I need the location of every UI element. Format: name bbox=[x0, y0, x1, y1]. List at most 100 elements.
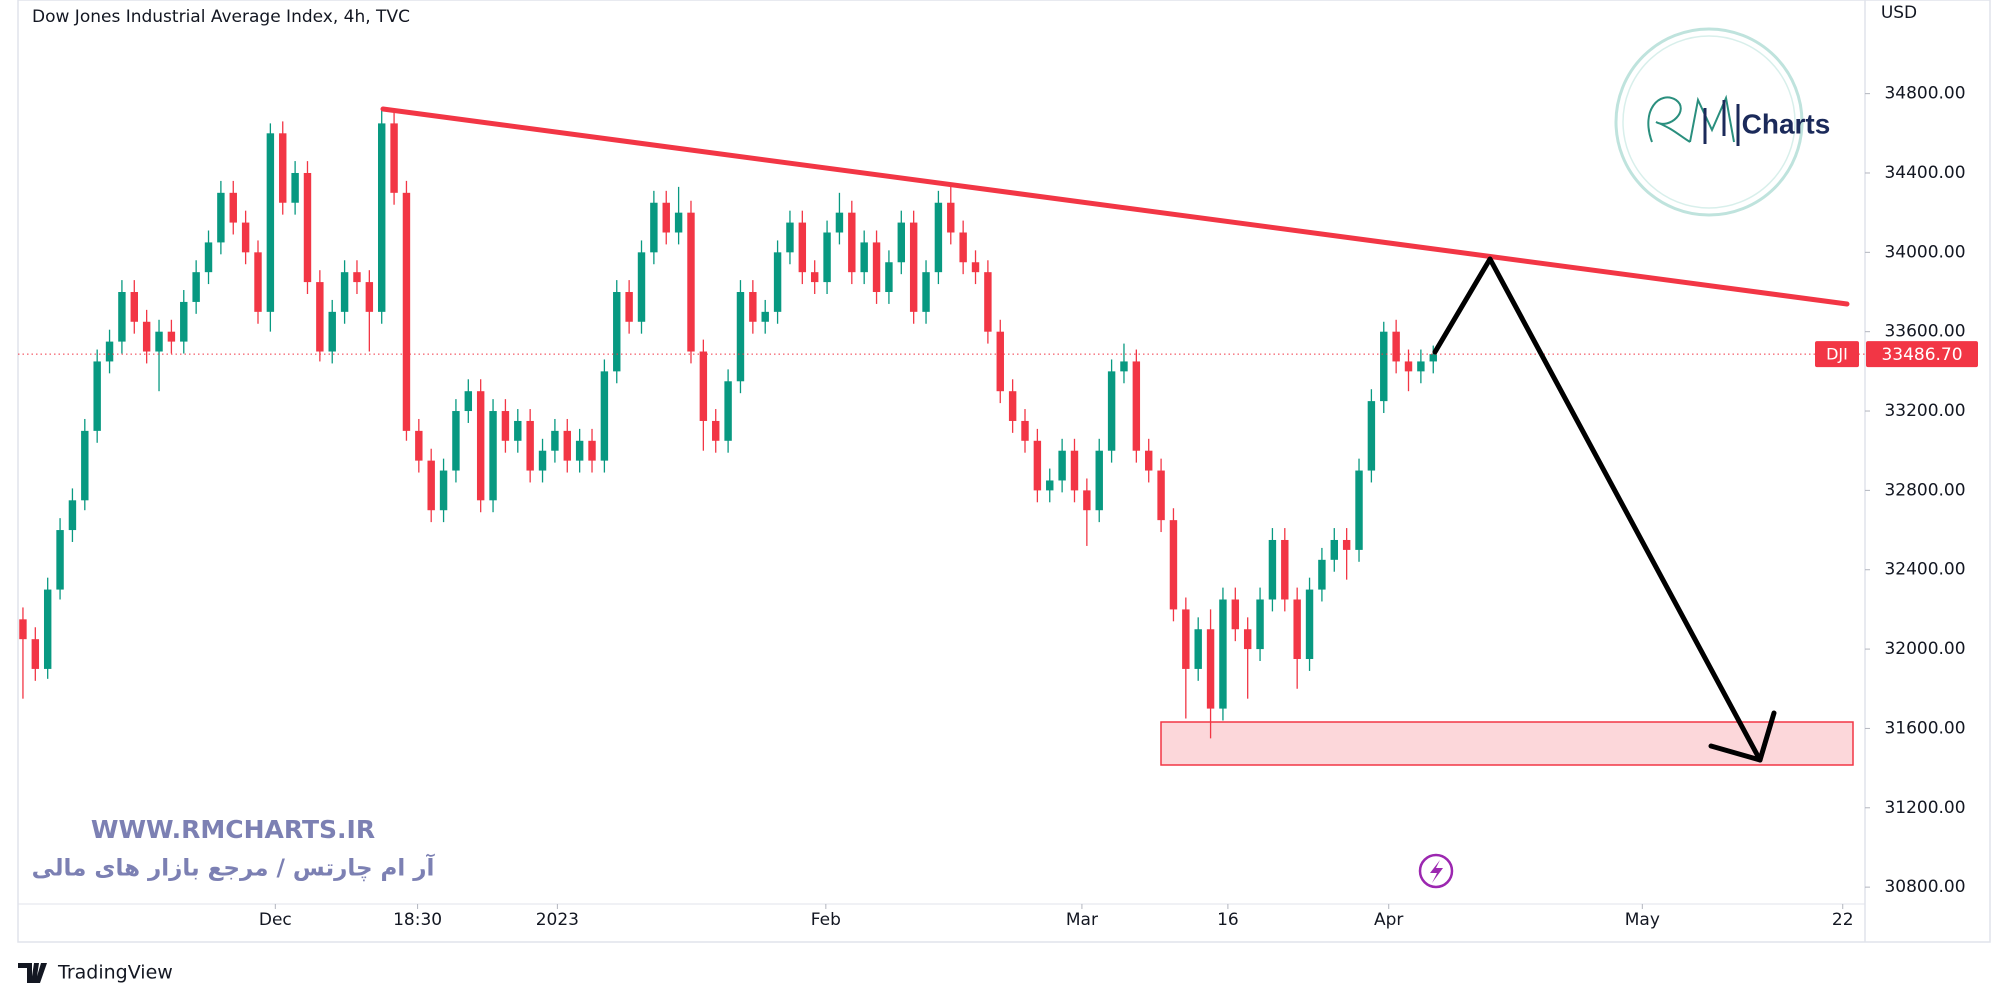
candle-body bbox=[897, 222, 906, 263]
brand-icon[interactable] bbox=[18, 963, 47, 983]
y-tick-label: 33600.00 bbox=[1884, 322, 1965, 342]
watermark-url: WWW.RMCHARTS.IR bbox=[91, 815, 375, 844]
candle-body bbox=[452, 411, 460, 471]
logo-ring bbox=[1614, 27, 1804, 217]
candle-body bbox=[823, 232, 831, 283]
candle-body bbox=[1194, 629, 1202, 669]
candle-body bbox=[909, 222, 918, 312]
candle-body bbox=[1021, 420, 1029, 441]
candle-body bbox=[1157, 470, 1165, 521]
y-tick-label: 33200.00 bbox=[1884, 401, 1965, 421]
candle-body bbox=[600, 371, 609, 461]
y-tick-label: 34400.00 bbox=[1884, 163, 1965, 183]
candle-body bbox=[699, 351, 708, 421]
candle-body bbox=[922, 272, 930, 312]
candle-body bbox=[947, 202, 955, 233]
candle-body bbox=[971, 262, 980, 273]
candle-body bbox=[229, 192, 237, 223]
candle-body bbox=[538, 450, 547, 471]
logo-text: Charts bbox=[1742, 108, 1831, 139]
candle-body bbox=[1305, 589, 1314, 660]
candle-body bbox=[415, 430, 423, 461]
candle-body bbox=[786, 222, 794, 253]
candle-body bbox=[1367, 401, 1376, 471]
lightning-icon[interactable] bbox=[1418, 853, 1454, 889]
candle-body bbox=[19, 619, 27, 640]
candle-body bbox=[93, 361, 101, 431]
candle-body bbox=[563, 430, 571, 461]
candle-body bbox=[402, 192, 411, 431]
candle-body bbox=[835, 212, 844, 233]
candle-body bbox=[885, 262, 893, 293]
candle-body bbox=[489, 411, 497, 501]
candle-body bbox=[1380, 331, 1388, 402]
candle-body bbox=[1243, 629, 1252, 650]
candle-body bbox=[303, 172, 312, 283]
currency-label: USD bbox=[1881, 3, 1917, 23]
candle-body bbox=[43, 589, 52, 669]
candle-body bbox=[662, 202, 670, 233]
candle-body bbox=[155, 331, 163, 352]
x-tick-label: Dec bbox=[259, 910, 292, 930]
candle-body bbox=[1417, 361, 1425, 372]
candle-body bbox=[105, 341, 114, 362]
candle-body bbox=[1083, 490, 1091, 511]
candles bbox=[18, 109, 1865, 739]
candle-body bbox=[1058, 450, 1066, 481]
symbol-tag bbox=[1815, 341, 1859, 368]
candle-body bbox=[575, 440, 584, 461]
candle-body bbox=[749, 292, 757, 322]
candle-body bbox=[365, 282, 374, 312]
candle-body bbox=[192, 272, 200, 302]
support-zone bbox=[1160, 721, 1854, 766]
candle-body bbox=[130, 292, 138, 322]
candle-body bbox=[180, 301, 188, 342]
brand-name[interactable]: TradingView bbox=[57, 962, 173, 984]
candle-body bbox=[1008, 391, 1017, 421]
y-tick-label: 31200.00 bbox=[1884, 798, 1965, 818]
candle-body bbox=[1107, 371, 1116, 451]
x-tick-label: Feb bbox=[811, 910, 841, 930]
x-tick-label: 2023 bbox=[536, 910, 579, 930]
candle-body bbox=[1120, 361, 1128, 372]
candle-body bbox=[316, 282, 324, 352]
x-tick-label: 18:30 bbox=[393, 910, 442, 930]
brand[interactable]: TradingView bbox=[18, 962, 173, 984]
y-tick-label: 32400.00 bbox=[1884, 560, 1965, 580]
candle-body bbox=[31, 639, 40, 669]
y-tick-label: 34000.00 bbox=[1884, 242, 1965, 262]
logo: Charts bbox=[1614, 27, 1831, 217]
candle-body bbox=[81, 430, 89, 501]
candle-body bbox=[613, 292, 621, 372]
candle-body bbox=[1182, 609, 1190, 669]
candle-body bbox=[328, 311, 336, 352]
candle-body bbox=[377, 123, 386, 312]
symbol-tag-text: DJI bbox=[1826, 345, 1848, 364]
candle-body bbox=[279, 133, 287, 203]
candle-body bbox=[959, 232, 967, 263]
x-tick-label: 16 bbox=[1217, 910, 1239, 930]
candle-body bbox=[860, 242, 868, 273]
candle-body bbox=[712, 420, 720, 441]
candle-body bbox=[1342, 539, 1351, 550]
candle-body bbox=[1206, 629, 1215, 709]
candle-body bbox=[674, 212, 683, 233]
icon-bolt[interactable] bbox=[1430, 860, 1443, 883]
x-tick-label: May bbox=[1625, 910, 1660, 930]
y-tick-label: 32000.00 bbox=[1884, 639, 1965, 659]
chart-frame bbox=[17, 0, 1991, 943]
candle-body bbox=[526, 420, 534, 471]
candle-body bbox=[1404, 361, 1413, 372]
candle-body bbox=[848, 212, 856, 273]
candle-body bbox=[1219, 599, 1227, 709]
candle-body bbox=[1231, 599, 1240, 630]
icon-ring[interactable] bbox=[1418, 853, 1454, 889]
candle-body bbox=[724, 381, 732, 441]
candle-body bbox=[353, 272, 361, 283]
candle-body bbox=[1392, 331, 1400, 362]
candle-body bbox=[501, 411, 510, 441]
candle-body bbox=[1169, 520, 1178, 610]
candle-body bbox=[1429, 354, 1437, 362]
candle-body bbox=[390, 123, 398, 193]
x-tick-label: Apr bbox=[1374, 910, 1403, 930]
